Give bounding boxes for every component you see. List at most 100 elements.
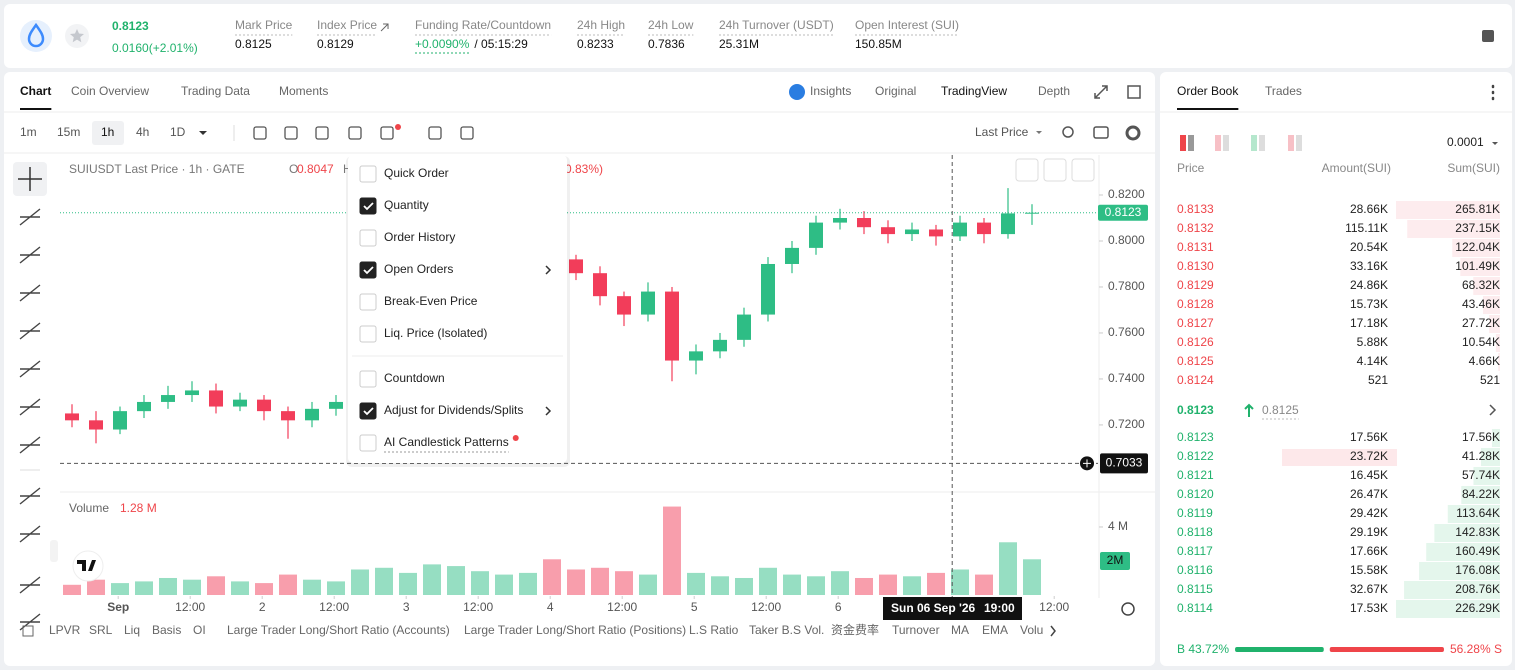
layout-toggle[interactable] (1180, 135, 1186, 151)
indicator[interactable]: LPVR (49, 623, 81, 637)
toolbar-icon[interactable] (428, 126, 442, 140)
toolbar-icon[interactable] (315, 126, 329, 140)
order-price[interactable]: 0.8129 (1177, 278, 1214, 292)
order-price[interactable]: 0.8124 (1177, 373, 1214, 387)
checkbox[interactable] (359, 434, 377, 452)
checkbox[interactable] (359, 402, 377, 420)
indicator[interactable]: EMA (982, 623, 1008, 637)
notes-icon[interactable] (1482, 30, 1494, 42)
order-price[interactable]: 0.8119 (1177, 506, 1213, 520)
order-price[interactable]: 0.8128 (1177, 297, 1214, 311)
drawing-tool[interactable] (19, 487, 41, 505)
expand-icon[interactable] (1094, 85, 1108, 99)
menu-item[interactable]: Liq. Price (Isolated) (384, 326, 487, 340)
indicator[interactable]: Volu (1020, 623, 1043, 637)
drawing-tool[interactable] (19, 208, 41, 226)
menu-item[interactable]: Open Orders (384, 262, 453, 276)
drawing-tool[interactable] (19, 576, 41, 594)
order-price[interactable]: 0.8120 (1177, 487, 1214, 501)
indicator[interactable]: SRL (89, 623, 113, 637)
order-price[interactable]: 0.8116 (1177, 563, 1213, 577)
indicator[interactable]: Large Trader Long/Short Ratio (Positions… (464, 623, 686, 637)
checkbox[interactable] (359, 370, 377, 388)
order-price[interactable]: 0.8133 (1177, 202, 1214, 216)
drawing-tool[interactable] (19, 246, 41, 264)
tab[interactable]: Coin Overview (71, 84, 149, 98)
tab[interactable]: Trading Data (181, 84, 250, 98)
indicator[interactable]: Large Trader Long/Short Ratio (Accounts) (227, 623, 450, 637)
orderbook-tab[interactable]: Trades (1265, 84, 1302, 98)
layout-toggle[interactable] (1288, 135, 1294, 151)
order-price[interactable]: 0.8118 (1177, 525, 1213, 539)
precision[interactable]: 0.0001 (1447, 135, 1484, 149)
interval[interactable]: 1D (170, 125, 186, 139)
order-price[interactable]: 0.8131 (1177, 240, 1214, 254)
interval[interactable]: 15m (57, 125, 80, 139)
collapse-handle[interactable] (50, 540, 58, 562)
indicator[interactable]: OI (193, 623, 206, 637)
view-tab[interactable]: Original (875, 84, 916, 98)
menu-item[interactable]: Quantity (384, 198, 429, 212)
order-price[interactable]: 0.8115 (1177, 582, 1213, 596)
checkbox[interactable] (359, 325, 377, 343)
menu-item[interactable]: AI Candlestick Patterns (384, 435, 509, 449)
indicator[interactable]: L.S Ratio (689, 623, 739, 637)
indicator[interactable]: MA (951, 623, 969, 637)
toolbar-icon[interactable] (348, 126, 362, 140)
menu-item[interactable]: Countdown (384, 371, 445, 385)
drawing-tool[interactable] (19, 398, 41, 416)
checkbox[interactable] (359, 229, 377, 247)
toolbar-icon[interactable] (380, 126, 394, 140)
menu-item[interactable]: Adjust for Dividends/Splits (384, 403, 523, 417)
order-price[interactable]: 0.8126 (1177, 335, 1214, 349)
drawing-tool[interactable] (19, 525, 41, 543)
order-price[interactable]: 0.8130 (1177, 259, 1214, 273)
drawing-tool[interactable] (19, 322, 41, 340)
indicator[interactable]: Turnover (892, 623, 940, 637)
window-icon[interactable] (1127, 85, 1141, 99)
indicator[interactable]: 资金费率 (831, 622, 879, 637)
crosshair-tool[interactable] (18, 167, 42, 191)
tab[interactable]: Chart (20, 84, 51, 98)
order-price[interactable]: 0.8117 (1177, 544, 1213, 558)
interval[interactable]: 1h (101, 125, 114, 139)
indicator[interactable]: Liq (124, 623, 140, 637)
menu-item[interactable]: Quick Order (384, 166, 449, 180)
chevron[interactable] (1489, 404, 1497, 416)
order-price[interactable]: 0.8123 (1177, 430, 1214, 444)
settings-icon[interactable] (1125, 125, 1141, 141)
interval[interactable]: 4h (136, 125, 149, 139)
checkbox[interactable] (359, 197, 377, 215)
order-price[interactable]: 0.8132 (1177, 221, 1214, 235)
drawing-tool[interactable] (19, 360, 41, 378)
view-tab[interactable]: Depth (1038, 84, 1070, 98)
order-price[interactable]: 0.8125 (1177, 354, 1214, 368)
indicator[interactable]: Taker B.S Vol. (749, 623, 824, 637)
price-source[interactable]: Last Price (975, 125, 1029, 139)
order-price[interactable]: 0.8127 (1177, 316, 1214, 330)
search-icon[interactable] (1062, 126, 1074, 138)
view-tab[interactable]: TradingView (941, 84, 1007, 98)
interval[interactable]: 1m (20, 125, 37, 139)
checkbox[interactable] (359, 293, 377, 311)
drawing-tool[interactable] (19, 284, 41, 302)
order-price[interactable]: 0.8114 (1177, 601, 1213, 615)
camera-icon[interactable] (1093, 126, 1109, 139)
chart-button[interactable] (1071, 158, 1095, 182)
chart-button[interactable] (1043, 158, 1067, 182)
chart-settings[interactable] (1121, 602, 1135, 616)
scroll-right[interactable] (1050, 625, 1056, 637)
view-tab[interactable]: Insights (810, 84, 851, 98)
dropdown-caret[interactable] (199, 131, 207, 135)
toolbar-icon[interactable] (284, 126, 298, 140)
menu-item[interactable]: Break-Even Price (384, 294, 478, 308)
menu-item[interactable]: Order History (384, 230, 455, 244)
chart-button[interactable] (1015, 158, 1039, 182)
toolbar-icon[interactable] (253, 126, 267, 140)
checkbox[interactable] (359, 261, 377, 279)
order-price[interactable]: 0.8122 (1177, 449, 1214, 463)
layout-toggle[interactable] (1215, 135, 1221, 151)
checkbox[interactable] (359, 165, 377, 183)
order-price[interactable]: 0.8121 (1177, 468, 1214, 482)
tab[interactable]: Moments (279, 84, 328, 98)
